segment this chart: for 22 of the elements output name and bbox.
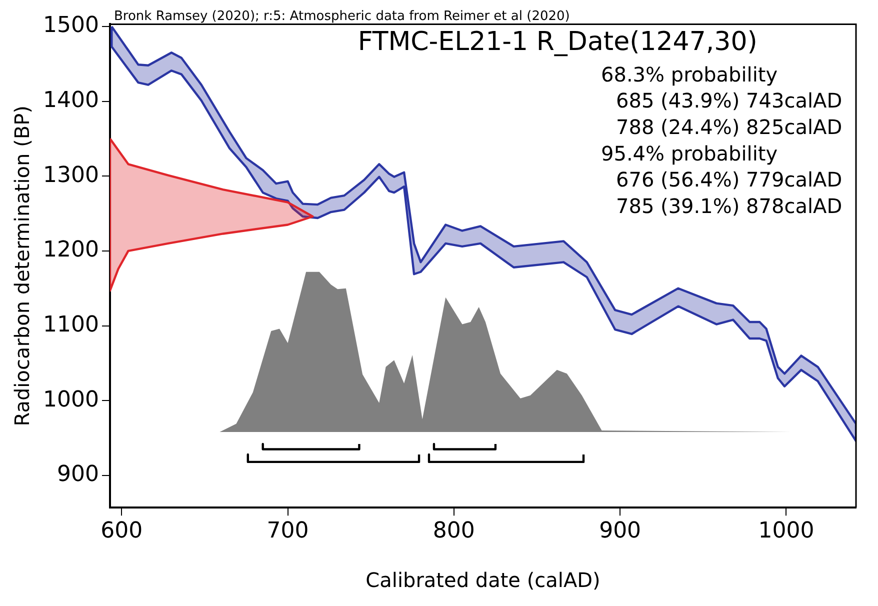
x-tick-label: 800	[432, 518, 475, 544]
y-tick-label: 1300	[42, 162, 99, 188]
x-tick-label: 600	[100, 518, 143, 544]
y-tick-label: 1500	[42, 13, 99, 38]
y-axis-title: Radiocarbon determination (BP)	[10, 106, 34, 426]
x-tick-label: 700	[266, 518, 309, 544]
y-tick-label: 1100	[42, 312, 99, 338]
y-tick-label: 900	[56, 462, 99, 488]
y-tick-label: 1000	[42, 387, 99, 412]
chart-title: FTMC-EL21-1 R_Date(1247,30)	[358, 26, 758, 57]
annotation: 788 (24.4%) 825calAD	[616, 115, 842, 140]
annotation: 68.3% probability	[601, 62, 778, 86]
annotation: 785 (39.1%) 878calAD	[616, 194, 842, 218]
y-tick-label: 1200	[42, 238, 99, 263]
chart-subtitle: Bronk Ramsey (2020); r:5: Atmospheric data from Reimer et al (2020)	[114, 9, 570, 24]
x-tick-label: 1000	[758, 518, 814, 544]
annotation: 95.4% probability	[601, 141, 778, 166]
x-tick-label: 900	[599, 518, 642, 544]
annotation: 685 (43.9%) 743calAD	[616, 88, 842, 113]
y-tick-label: 1400	[42, 88, 99, 113]
x-axis-title: Calibrated date (calAD)	[366, 568, 600, 592]
annotation: 676 (56.4%) 779calAD	[616, 168, 842, 192]
